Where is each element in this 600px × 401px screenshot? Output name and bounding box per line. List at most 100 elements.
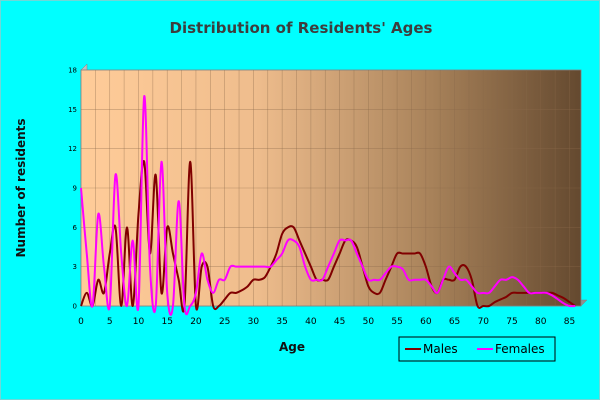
data-point-females (419, 279, 420, 280)
data-point-males (563, 298, 564, 299)
data-point-females (172, 305, 173, 306)
data-point-females (316, 279, 317, 280)
data-point-females (115, 174, 116, 175)
data-point-females (322, 279, 323, 280)
data-point-females (460, 279, 461, 280)
data-point-males (488, 305, 489, 306)
data-point-males (305, 253, 306, 254)
x-tick-label: 25 (219, 317, 230, 327)
data-point-females (529, 292, 530, 293)
data-point-males (224, 299, 225, 300)
data-point-females (471, 286, 472, 287)
data-point-females (195, 292, 196, 293)
data-point-females (167, 292, 168, 293)
data-point-males (218, 305, 219, 306)
data-point-females (282, 253, 283, 254)
data-point-females (213, 292, 214, 293)
data-point-females (368, 279, 369, 280)
data-point-females (534, 292, 535, 293)
data-point-males (517, 292, 518, 293)
data-point-males (552, 292, 553, 293)
data-point-females (178, 201, 179, 202)
data-point-females (437, 292, 438, 293)
data-point-females (253, 266, 254, 267)
data-point-males (247, 286, 248, 287)
data-point-females (494, 286, 495, 287)
data-point-males (379, 292, 380, 293)
data-point-males (328, 279, 329, 280)
data-point-females (391, 266, 392, 267)
data-point-females (379, 279, 380, 280)
data-point-females (552, 295, 553, 296)
x-tick-label: 45 (334, 317, 345, 327)
y-tick-label: 3 (73, 263, 77, 271)
data-point-males (293, 227, 294, 228)
data-point-males (414, 253, 415, 254)
data-point-females (563, 303, 564, 304)
data-point-females (207, 279, 208, 280)
data-point-males (178, 279, 179, 280)
data-point-females (138, 305, 139, 306)
x-tick-label: 60 (420, 317, 432, 327)
data-point-females (488, 292, 489, 293)
data-point-females (356, 253, 357, 254)
data-point-females (540, 292, 541, 293)
y-tick-label: 6 (73, 224, 78, 232)
data-point-females (517, 279, 518, 280)
data-point-females (448, 266, 449, 267)
data-point-males (264, 277, 265, 278)
data-point-females (483, 292, 484, 293)
x-tick-label: 70 (478, 317, 490, 327)
data-point-females (345, 240, 346, 241)
data-point-females (569, 305, 570, 306)
y-tick-label: 15 (68, 106, 77, 114)
data-point-males (396, 253, 397, 254)
data-point-males (454, 279, 455, 280)
data-point-males (368, 286, 369, 287)
data-point-females (310, 279, 311, 280)
data-point-females (144, 96, 145, 97)
data-point-males (557, 295, 558, 296)
x-tick-label: 15 (161, 317, 172, 327)
data-point-males (310, 266, 311, 267)
data-point-females (218, 279, 219, 280)
data-point-females (425, 279, 426, 280)
data-point-females (465, 279, 466, 280)
data-point-females (339, 240, 340, 241)
data-point-females (247, 266, 248, 267)
data-point-males (115, 227, 116, 228)
x-tick-label: 10 (133, 317, 145, 327)
data-point-females (477, 292, 478, 293)
data-point-females (155, 305, 156, 306)
data-point-males (339, 253, 340, 254)
data-point-females (431, 286, 432, 287)
x-tick-label: 65 (449, 317, 460, 327)
legend-label-males: Males (423, 342, 458, 356)
data-point-males (132, 305, 133, 306)
x-tick-label: 5 (107, 317, 113, 327)
data-point-females (442, 279, 443, 280)
x-tick-label: 0 (78, 317, 84, 327)
data-point-males (500, 299, 501, 300)
data-point-females (523, 286, 524, 287)
data-point-males (207, 266, 208, 267)
data-point-males (494, 301, 495, 302)
y-axis-label: Number of residents (14, 118, 28, 257)
data-point-females (241, 266, 242, 267)
data-point-males (161, 292, 162, 293)
x-tick-label: 75 (506, 317, 517, 327)
data-point-males (80, 305, 81, 306)
data-point-females (362, 266, 363, 267)
data-point-females (98, 214, 99, 215)
x-tick-label: 55 (391, 317, 402, 327)
data-point-males (465, 266, 466, 267)
data-point-females (575, 305, 576, 306)
data-point-females (328, 266, 329, 267)
data-point-females (374, 279, 375, 280)
data-point-females (414, 279, 415, 280)
data-point-females (264, 266, 265, 267)
x-tick-label: 50 (363, 317, 375, 327)
data-point-males (195, 305, 196, 306)
data-point-females (80, 187, 81, 188)
